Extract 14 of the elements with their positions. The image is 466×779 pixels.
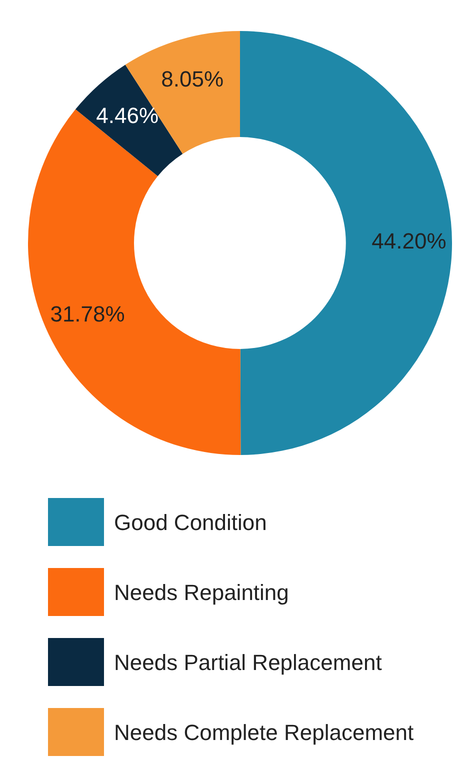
data-label: 44.20%: [372, 228, 446, 254]
data-label: 4.46%: [96, 102, 159, 128]
legend-entry: Needs Repainting: [48, 568, 289, 616]
legend-label: Needs Repainting: [114, 580, 289, 605]
legend-entry: Needs Partial Replacement: [48, 638, 382, 686]
data-label: 31.78%: [50, 302, 125, 327]
data-label: 8.05%: [161, 66, 224, 92]
legend-label: Needs Partial Replacement: [114, 650, 382, 675]
legend-label: Needs Complete Replacement: [114, 720, 414, 745]
legend-entry: Needs Complete Replacement: [48, 708, 414, 756]
donut-slice: [28, 109, 241, 455]
legend-label: Good Condition: [114, 510, 267, 535]
donut-slice: [240, 31, 452, 455]
legend-entry: Good Condition: [48, 498, 267, 546]
